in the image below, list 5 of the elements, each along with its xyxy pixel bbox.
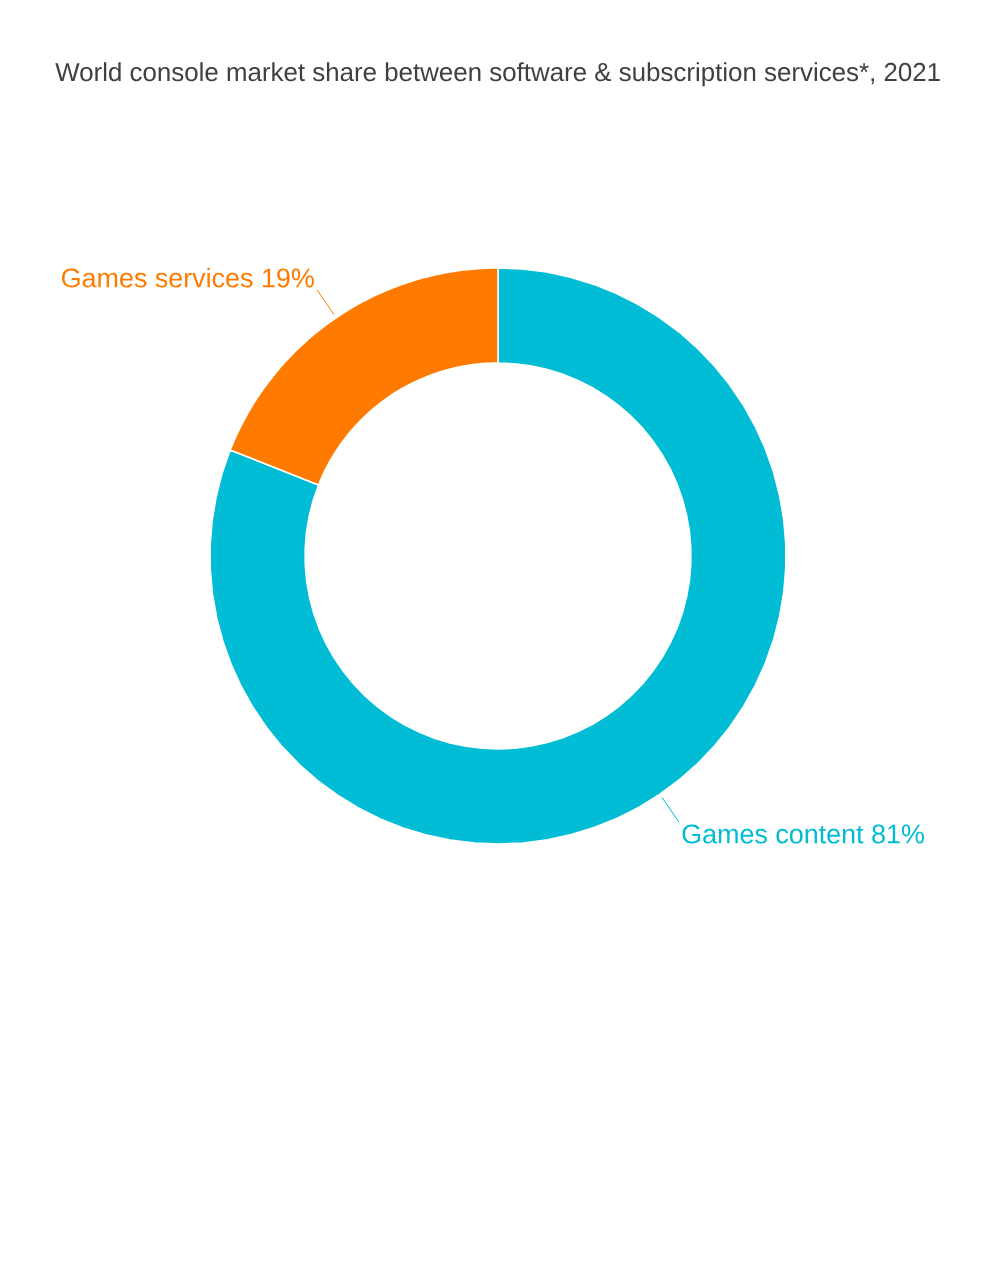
data-label: 81% xyxy=(872,824,924,844)
slice-label: Games services xyxy=(62,267,253,288)
slice-label: Games content xyxy=(682,824,864,844)
chart-title: World console market share between software & subscription services*, 2021 xyxy=(55,62,940,87)
data-label: 19% xyxy=(263,268,314,288)
